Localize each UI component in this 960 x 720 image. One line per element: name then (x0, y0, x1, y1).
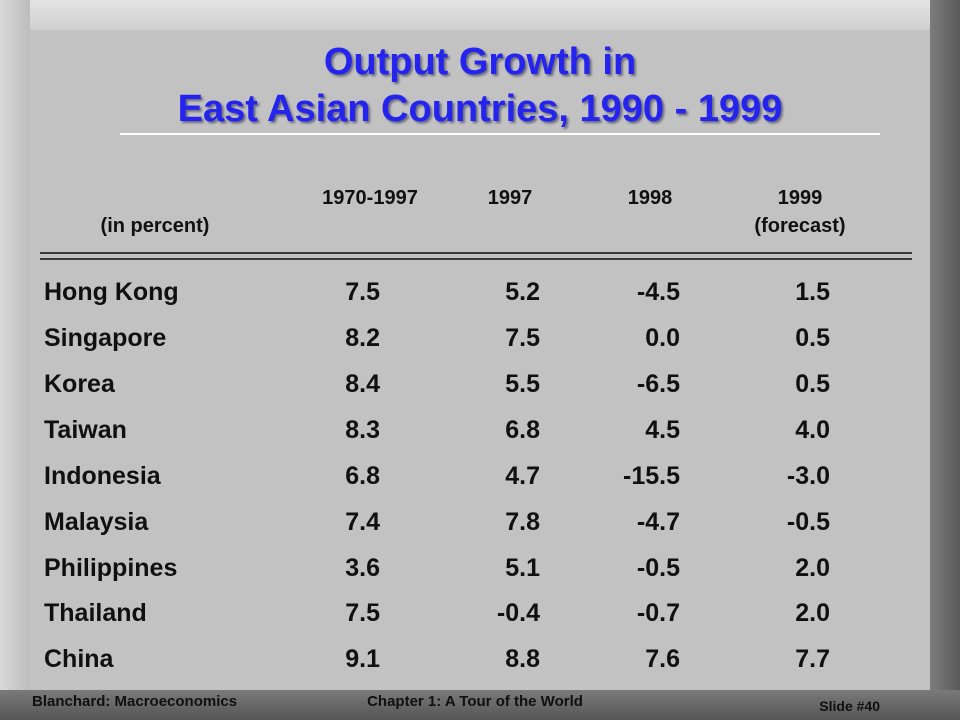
row-label-china: China (44, 645, 114, 673)
cell-malaysia-1970-1997: 7.4 (345, 508, 380, 536)
cell-indonesia-1997: 4.7 (505, 462, 540, 490)
frame-right-bevel (930, 0, 960, 720)
header-rule-top (40, 252, 912, 254)
row-label-singapore: Singapore (44, 324, 167, 352)
cell-china-1997: 8.8 (505, 645, 540, 673)
slide-title-line2: East Asian Countries, 1990 - 1999 (177, 88, 783, 130)
row-label-hong-kong: Hong Kong (44, 278, 179, 306)
cell-philippines-1970-1997: 3.6 (345, 554, 380, 582)
cell-philippines-1998: -0.5 (636, 554, 680, 582)
cell-singapore-1970-1997: 8.2 (345, 324, 380, 352)
cell-korea-1999: 0.5 (795, 370, 830, 398)
cell-indonesia-1999: -3.0 (786, 462, 830, 490)
row-label-malaysia: Malaysia (44, 508, 149, 536)
cell-taiwan-1970-1997: 8.3 (345, 416, 380, 444)
footer-course: Blanchard: Macroeconomics (32, 693, 238, 710)
row-label-korea: Korea (44, 370, 115, 398)
row-label-taiwan: Taiwan (44, 416, 127, 444)
cell-korea-1997: 5.5 (505, 370, 540, 398)
column-header-1970-1997: 1970-1997 (322, 187, 418, 209)
row-label-thailand: Thailand (44, 599, 147, 627)
cell-philippines-1997: 5.1 (505, 554, 540, 582)
unit-label: (in percent) (100, 215, 210, 237)
cell-hong-kong-1997: 5.2 (505, 278, 540, 306)
slide-title-line1: Output Growth in (323, 41, 637, 83)
column-header-1999-forecast: (forecast) (754, 215, 846, 237)
cell-malaysia-1997: 7.8 (505, 508, 540, 536)
cell-taiwan-1997: 6.8 (505, 416, 540, 444)
cell-indonesia-1998: -15.5 (623, 462, 680, 490)
cell-taiwan-1998: 4.5 (645, 416, 680, 444)
column-header-1997: 1997 (487, 187, 533, 209)
row-label-philippines: Philippines (44, 554, 178, 582)
cell-thailand-1999: 2.0 (795, 599, 830, 627)
frame-bottom-bevel (0, 690, 960, 720)
footer-slide-number: Slide #40 (819, 698, 880, 714)
cell-malaysia-1998: -4.7 (636, 508, 680, 536)
cell-taiwan-1999: 4.0 (795, 416, 830, 444)
cell-china-1998: 7.6 (645, 645, 680, 673)
cell-philippines-1999: 2.0 (795, 554, 830, 582)
footer-chapter: Chapter 1: A Tour of the World (367, 693, 583, 710)
cell-china-1999: 7.7 (795, 645, 830, 673)
cell-thailand-1997: -0.4 (496, 599, 540, 627)
frame-left-bevel (0, 0, 30, 720)
cell-hong-kong-1970-1997: 7.5 (345, 278, 380, 306)
row-label-indonesia: Indonesia (44, 462, 161, 490)
cell-thailand-1970-1997: 7.5 (345, 599, 380, 627)
cell-thailand-1998: -0.7 (636, 599, 680, 627)
cell-hong-kong-1998: -4.5 (636, 278, 680, 306)
cell-malaysia-1999: -0.5 (786, 508, 830, 536)
cell-hong-kong-1999: 1.5 (795, 278, 830, 306)
cell-korea-1970-1997: 8.4 (345, 370, 380, 398)
column-header-1998: 1998 (627, 187, 673, 209)
cell-korea-1998: -6.5 (636, 370, 680, 398)
column-header-1999: 1999 (777, 187, 823, 209)
header-rule-bottom (40, 258, 912, 260)
cell-singapore-1999: 0.5 (795, 324, 830, 352)
cell-singapore-1997: 7.5 (505, 324, 540, 352)
cell-china-1970-1997: 9.1 (345, 645, 380, 673)
cell-singapore-1998: 0.0 (645, 324, 680, 352)
cell-indonesia-1970-1997: 6.8 (345, 462, 380, 490)
frame-top-bevel (0, 0, 960, 30)
slide-panel (30, 30, 930, 690)
title-underline (120, 133, 880, 135)
